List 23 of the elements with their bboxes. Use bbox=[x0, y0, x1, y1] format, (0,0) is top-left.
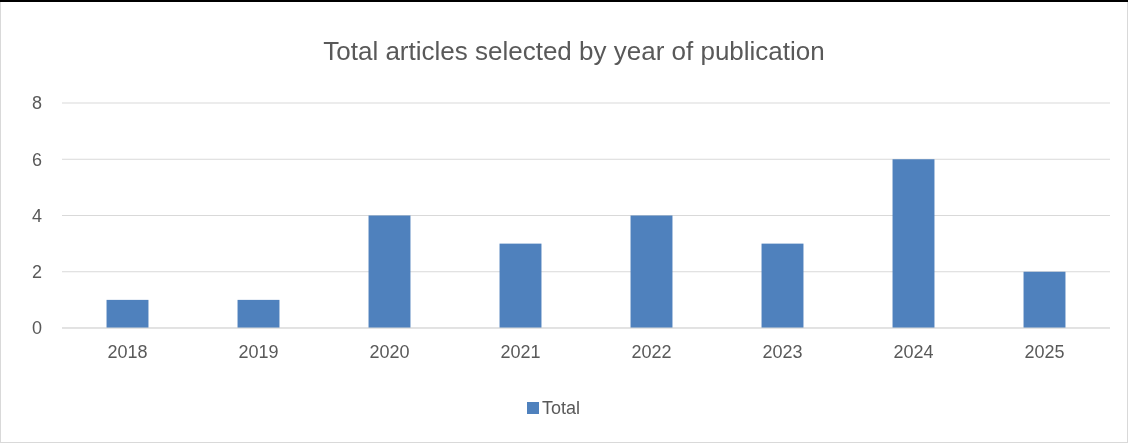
x-tick-label: 2021 bbox=[500, 342, 541, 362]
x-tick-label: 2025 bbox=[1024, 342, 1065, 362]
x-tick-label: 2018 bbox=[107, 342, 148, 362]
bar bbox=[237, 299, 280, 328]
y-tick-label: 4 bbox=[31, 205, 43, 226]
x-tick-label: 2020 bbox=[369, 342, 410, 362]
legend-label: Total bbox=[542, 398, 581, 419]
bar bbox=[1023, 271, 1066, 328]
x-tick-label: 2019 bbox=[238, 342, 279, 362]
y-tick-label: 2 bbox=[31, 262, 43, 283]
y-tick-label: 6 bbox=[31, 149, 43, 170]
bar bbox=[499, 243, 542, 328]
y-tick-label: 0 bbox=[31, 318, 43, 339]
x-tick-label: 2022 bbox=[631, 342, 672, 362]
bar bbox=[106, 299, 149, 328]
x-tick-label: 2024 bbox=[893, 342, 934, 362]
bar bbox=[630, 215, 673, 328]
bar bbox=[761, 243, 804, 328]
chart-title: Total articles selected by year of publication bbox=[323, 36, 825, 66]
x-tick-label: 2023 bbox=[762, 342, 803, 362]
y-tick-label: 8 bbox=[31, 93, 43, 114]
bar bbox=[368, 215, 411, 328]
bar bbox=[892, 159, 935, 328]
